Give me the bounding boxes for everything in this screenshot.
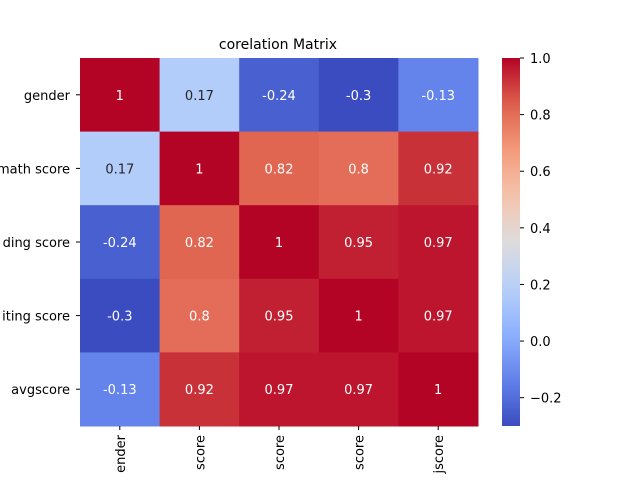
heatmap-cell [398,278,479,353]
column-label: score [273,435,288,470]
cell-annotation: 1 [195,162,203,177]
colorbar-tick-label: 0.4 [530,222,551,237]
heatmap-cell [318,131,399,206]
row-label: iting score [2,310,70,325]
heatmap-cell [80,278,161,353]
heatmap-cell [398,58,479,133]
heatmap-cell [80,58,161,133]
heatmap-cell [239,131,320,206]
cell-annotation: 0.82 [265,162,294,177]
column-label: jscore [432,435,447,475]
cell-annotation: 0.97 [265,383,294,398]
heatmap-cell [318,205,399,280]
heatmap-cell [318,58,399,133]
colorbar: 1.0 0.8 0.6 0.4 0.2 0.0 −0.2 [502,52,562,426]
cell-annotation: 0.95 [265,310,294,325]
cell-annotation: 0.97 [424,236,453,251]
colorbar-gradient [502,58,520,426]
colorbar-tick-label: 0.8 [530,109,551,124]
colorbar-ticks: 1.0 0.8 0.6 0.4 0.2 0.0 −0.2 [520,52,562,407]
heatmap-cell [80,205,161,280]
row-label: ding score [3,236,70,251]
cell-annotation: 0.17 [105,162,134,177]
cell-annotation: -0.24 [262,89,296,104]
chart-title: corelation Matrix [219,37,337,53]
cell-annotation: 0.97 [344,383,373,398]
heatmap-cell [159,58,240,133]
heatmap-cell [159,205,240,280]
heatmap-cell [239,58,320,133]
heatmap-cell [159,352,240,427]
colorbar-tick-label: 1.0 [530,52,551,67]
column-label: score [193,435,208,470]
cell-annotation: 0.97 [424,310,453,325]
heatmap-cell [318,278,399,353]
cell-annotation: 0.8 [189,310,210,325]
heatmap-cell [398,205,479,280]
column-label: score [353,435,368,470]
colorbar-tick-label: 0.2 [530,278,551,293]
heatmap-cells [80,58,479,427]
heatmap-cell [398,131,479,206]
heatmap-cell [80,131,161,206]
row-label: gender [24,89,71,104]
cell-annotation: -0.3 [346,89,371,104]
heatmap-cell [159,278,240,353]
cell-annotation: -0.24 [103,236,137,251]
cell-annotation: 0.8 [348,162,369,177]
cell-annotation: 1 [275,236,283,251]
cell-annotation: 0.95 [344,236,373,251]
cell-annotation: -0.13 [103,383,137,398]
heatmap-cell [318,352,399,427]
colorbar-tick-label: −0.2 [530,392,562,407]
colorbar-tick-label: 0.0 [530,335,551,350]
row-labels: gender math score ding score iting score avg… [0,89,80,398]
cell-annotation: 1 [434,383,442,398]
cell-annotation: 0.82 [185,236,214,251]
cell-annotation: -0.13 [421,89,455,104]
heatmap-cell [398,352,479,427]
column-labels: ender score score score jscore [114,426,447,475]
heatmap-cell [239,278,320,353]
cell-annotation: 0.92 [424,162,453,177]
cell-annotation: 1 [354,310,362,325]
cell-annotation: -0.3 [107,310,132,325]
cell-annotation: 0.17 [185,89,214,104]
cell-annotation: 0.92 [185,383,214,398]
row-label: math score [0,162,70,177]
heatmap-cell [239,352,320,427]
row-label: avgscore [11,383,70,398]
cell-annotations: 1 0.17 -0.24 -0.3 -0.13 0.17 1 0.82 0.8 0.92 -0.24… [103,89,455,398]
column-label: ender [114,434,129,472]
heatmap-cell [80,352,161,427]
cell-annotation: 1 [116,89,124,104]
heatmap-cell [159,131,240,206]
heatmap-cell [239,205,320,280]
colorbar-tick-label: 0.6 [530,165,551,180]
